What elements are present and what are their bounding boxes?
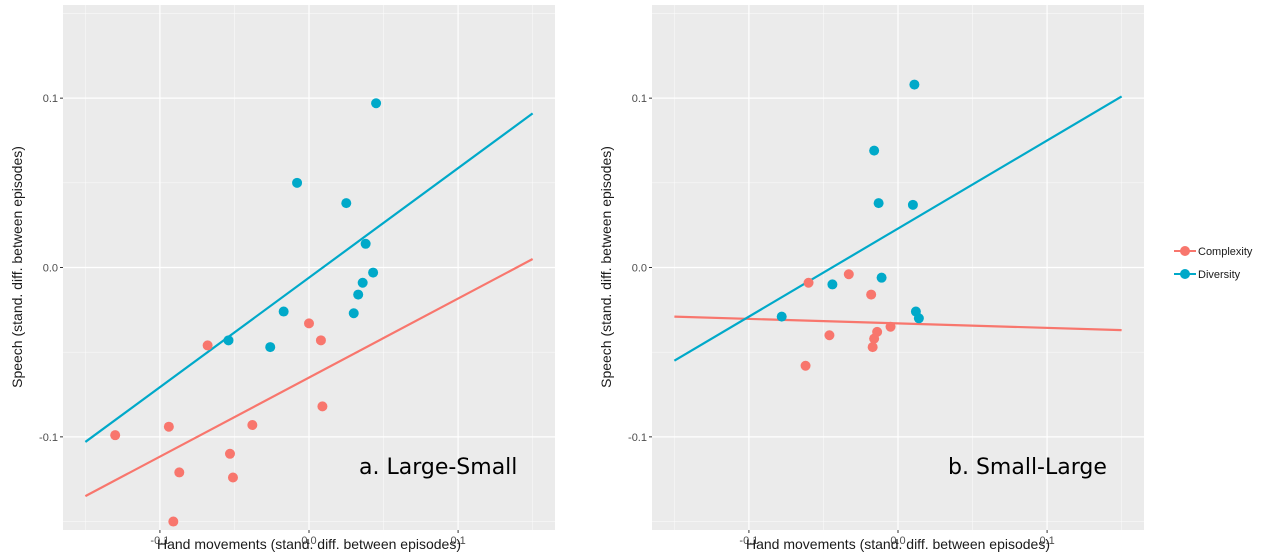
data-point-complexity: [304, 318, 314, 329]
data-point-complexity: [843, 269, 854, 280]
fit-lines: [673, 95, 1123, 362]
data-point-complexity: [885, 321, 896, 332]
legend-item-diversity: Diversity: [1174, 269, 1241, 281]
gridlines: [652, 5, 1144, 530]
data-point-complexity: [800, 360, 811, 371]
y-tick-label: -0.1: [39, 432, 58, 444]
data-point-complexity: [247, 420, 258, 430]
legend-key-point: [1180, 246, 1190, 256]
data-point-complexity: [227, 472, 238, 483]
y-ticks: -0.1 0.0 0.1: [628, 93, 652, 444]
data-point-complexity: [202, 340, 213, 351]
x-ticks: -0.1 0.0 0.1: [739, 530, 1055, 547]
data-points: [110, 98, 382, 527]
y-axis-title: Speech (stand. diff. between episodes): [598, 146, 614, 388]
x-tick-label: 0.1: [1039, 535, 1054, 547]
data-point-complexity: [872, 326, 883, 337]
x-axis-title: Hand movements (stand. diff. between epi…: [746, 536, 1050, 552]
y-tick-label: 0.1: [632, 93, 647, 105]
data-point-complexity: [224, 448, 235, 459]
y-axis-title: Speech (stand. diff. between episodes): [9, 146, 25, 388]
y-tick-label: -0.1: [628, 432, 647, 444]
data-point-complexity: [824, 330, 835, 341]
legend: Complexity Diversity: [1174, 246, 1253, 281]
data-point-diversity: [353, 289, 364, 300]
panel-small-large: -0.1 0.0 0.1 -0.1 0.0 0.1 b. Small-Large Han…: [598, 5, 1144, 552]
y-tick-label: 0.0: [43, 263, 58, 275]
data-point-diversity: [278, 306, 289, 317]
data-point-diversity: [913, 313, 924, 324]
data-point-complexity: [110, 430, 121, 441]
data-point-diversity: [341, 198, 352, 209]
x-tick-label: 0.0: [301, 535, 316, 547]
x-tick-label: -0.1: [150, 535, 169, 547]
data-point-complexity: [174, 467, 185, 478]
data-point-complexity: [317, 401, 328, 412]
data-point-diversity: [360, 238, 371, 249]
panel-label: a. Large-Small: [359, 455, 517, 480]
data-point-diversity: [869, 145, 880, 156]
x-tick-label: 0.1: [450, 535, 465, 547]
legend-key-point: [1180, 269, 1190, 279]
data-point-diversity: [368, 267, 379, 278]
data-point-diversity: [776, 311, 787, 322]
fit-lines: [84, 112, 534, 498]
y-tick-label: 0.0: [632, 263, 647, 275]
x-tick-label: -0.1: [739, 535, 758, 547]
panel-label: b. Small-Large: [948, 455, 1107, 480]
data-point-diversity: [292, 177, 303, 188]
data-point-diversity: [827, 279, 838, 290]
legend-label: Complexity: [1198, 246, 1253, 258]
data-point-diversity: [357, 277, 368, 288]
fit-line-complexity: [84, 258, 534, 498]
fit-line-diversity: [673, 95, 1123, 362]
data-point-diversity: [348, 308, 359, 319]
data-point-diversity: [909, 79, 920, 90]
legend-label: Diversity: [1198, 269, 1241, 281]
y-tick-label: 0.1: [43, 93, 58, 105]
data-point-complexity: [866, 289, 877, 300]
data-points: [776, 79, 924, 371]
data-point-complexity: [163, 421, 174, 432]
x-tick-label: 0.0: [890, 535, 905, 547]
legend-item-complexity: Complexity: [1174, 246, 1253, 258]
data-point-diversity: [873, 198, 884, 209]
data-point-complexity: [867, 342, 878, 353]
data-point-complexity: [803, 277, 814, 288]
x-axis-title: Hand movements (stand. diff. between epi…: [157, 536, 461, 552]
fit-line-diversity: [84, 112, 534, 443]
data-point-complexity: [315, 335, 326, 346]
panel-large-small: -0.1 0.0 0.1 -0.1 0.0 0.1 a. Large-Small Han…: [9, 5, 555, 552]
x-ticks: -0.1 0.0 0.1: [150, 530, 466, 547]
fit-line-complexity: [674, 315, 1122, 332]
data-point-diversity: [907, 199, 918, 210]
data-point-complexity: [168, 516, 179, 527]
data-point-diversity: [265, 342, 276, 353]
data-point-diversity: [371, 98, 382, 109]
gridlines: [63, 5, 555, 530]
data-point-diversity: [876, 272, 887, 283]
data-point-diversity: [223, 335, 234, 346]
y-ticks: -0.1 0.0 0.1: [39, 93, 63, 444]
